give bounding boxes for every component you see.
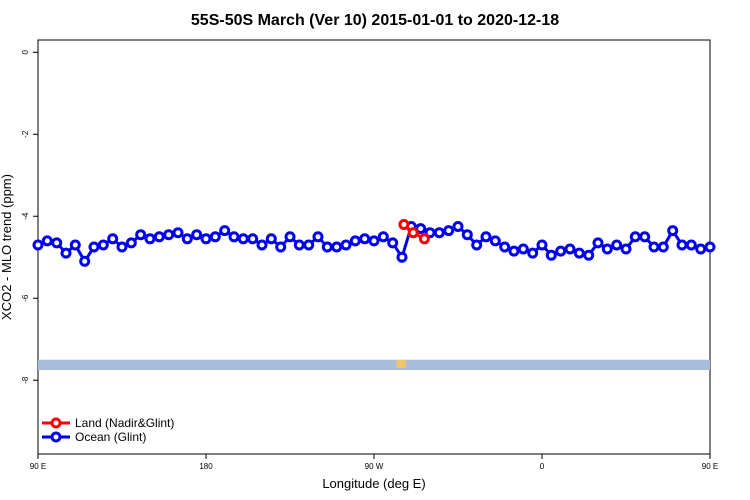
data-point-ocean <box>461 229 473 241</box>
data-point-ocean <box>489 235 501 247</box>
x-tick-label: 0 <box>540 462 545 471</box>
data-point-land <box>418 233 430 245</box>
data-point-ocean <box>536 239 548 251</box>
y-tick-label: 0 <box>21 50 30 55</box>
x-tick-label: 90 E <box>702 462 718 471</box>
data-point-ocean <box>471 239 483 251</box>
y-tick-label: -2 <box>21 130 30 138</box>
data-point-land <box>398 219 410 230</box>
data-point-ocean <box>704 241 716 253</box>
y-tick-label: -6 <box>21 294 30 302</box>
data-point-ocean <box>172 227 184 239</box>
data-point-ocean <box>499 241 511 253</box>
data-point-ocean <box>629 231 641 243</box>
data-point-ocean <box>583 249 595 261</box>
data-point-ocean <box>611 239 623 251</box>
x-axis-label: Longitude (deg E) <box>322 476 425 491</box>
x-tick-label: 90 W <box>365 462 384 471</box>
y-axis: 0 -2 -4 -6 -8 <box>21 50 38 384</box>
data-coverage-band <box>38 359 710 370</box>
y-tick-label: -8 <box>21 376 30 384</box>
data-point-ocean <box>387 237 399 249</box>
legend-label-land: Land (Nadir&Glint) <box>75 416 174 430</box>
data-point-ocean <box>163 229 175 241</box>
y-tick-label: -4 <box>21 212 30 220</box>
data-point-ocean <box>601 243 613 255</box>
y-axis-label: XCO2 - MLO trend (ppm) <box>0 174 14 320</box>
data-point-ocean <box>256 239 268 251</box>
data-point-ocean <box>443 225 455 237</box>
data-point-land <box>407 227 419 239</box>
data-point-ocean <box>60 247 72 259</box>
data-point-ocean <box>592 237 604 249</box>
data-point-ocean <box>125 237 137 249</box>
data-point-ocean <box>88 241 100 253</box>
data-point-ocean <box>200 233 212 245</box>
data-point-ocean <box>237 233 249 245</box>
legend-marker-land <box>50 417 62 429</box>
x-tick-label: 180 <box>199 462 213 471</box>
data-point-ocean <box>667 225 679 237</box>
data-point-ocean <box>135 229 147 241</box>
data-point-ocean <box>359 233 371 245</box>
data-point-ocean <box>676 239 688 251</box>
data-point-ocean <box>452 221 464 232</box>
data-point-ocean <box>97 239 109 251</box>
data-point-ocean <box>107 233 119 245</box>
legend: Land (Nadir&Glint) Ocean (Glint) <box>42 416 174 444</box>
legend-marker-ocean <box>50 431 62 443</box>
land-coverage-marks <box>396 359 406 368</box>
chart-title: 55S-50S March (Ver 10) 2015-01-01 to 202… <box>191 12 559 29</box>
data-point-ocean <box>573 247 585 259</box>
data-point-ocean <box>32 239 44 251</box>
data-point-ocean <box>639 231 651 243</box>
data-point-ocean <box>209 231 221 243</box>
data-point-ocean <box>396 251 408 263</box>
data-point-ocean <box>303 239 315 251</box>
data-point-ocean <box>433 227 445 239</box>
data-point-ocean <box>181 233 193 245</box>
data-point-ocean <box>321 241 333 253</box>
data-point-ocean <box>545 249 557 261</box>
data-point-ocean <box>51 237 63 249</box>
data-point-ocean <box>377 231 389 243</box>
data-point-ocean <box>340 239 352 251</box>
data-point-ocean <box>228 231 240 243</box>
data-point-ocean <box>695 243 707 255</box>
data-point-ocean <box>527 247 539 259</box>
data-point-ocean <box>657 241 669 253</box>
data-point-ocean <box>41 235 53 247</box>
legend-label-ocean: Ocean (Glint) <box>75 430 146 444</box>
data-point-ocean <box>349 235 361 247</box>
data-point-ocean <box>648 241 660 253</box>
data-point-ocean <box>116 241 128 253</box>
data-point-ocean <box>508 245 520 257</box>
data-point-ocean <box>153 231 165 243</box>
data-point-ocean <box>191 229 203 241</box>
data-point-ocean <box>555 245 567 257</box>
data-point-ocean <box>265 233 277 245</box>
data-point-ocean <box>79 255 91 267</box>
data-point-ocean <box>219 225 231 237</box>
data-point-ocean <box>293 239 305 251</box>
x-axis: 90 E 180 90 W 0 90 E <box>30 454 718 471</box>
data-point-ocean <box>331 241 343 253</box>
series-group <box>32 219 716 267</box>
data-point-ocean <box>368 235 380 247</box>
data-point-ocean <box>247 233 259 245</box>
data-point-ocean <box>517 243 529 255</box>
x-tick-label: 90 E <box>30 462 46 471</box>
data-point-ocean <box>685 239 697 251</box>
data-point-ocean <box>564 243 576 255</box>
data-point-ocean <box>480 231 492 243</box>
data-point-ocean <box>284 231 296 243</box>
coverage-overlay <box>38 359 710 370</box>
data-point-ocean <box>275 241 287 253</box>
data-point-ocean <box>144 233 156 245</box>
data-point-ocean <box>69 239 81 251</box>
data-point-ocean <box>312 231 324 243</box>
data-point-ocean <box>620 243 632 255</box>
